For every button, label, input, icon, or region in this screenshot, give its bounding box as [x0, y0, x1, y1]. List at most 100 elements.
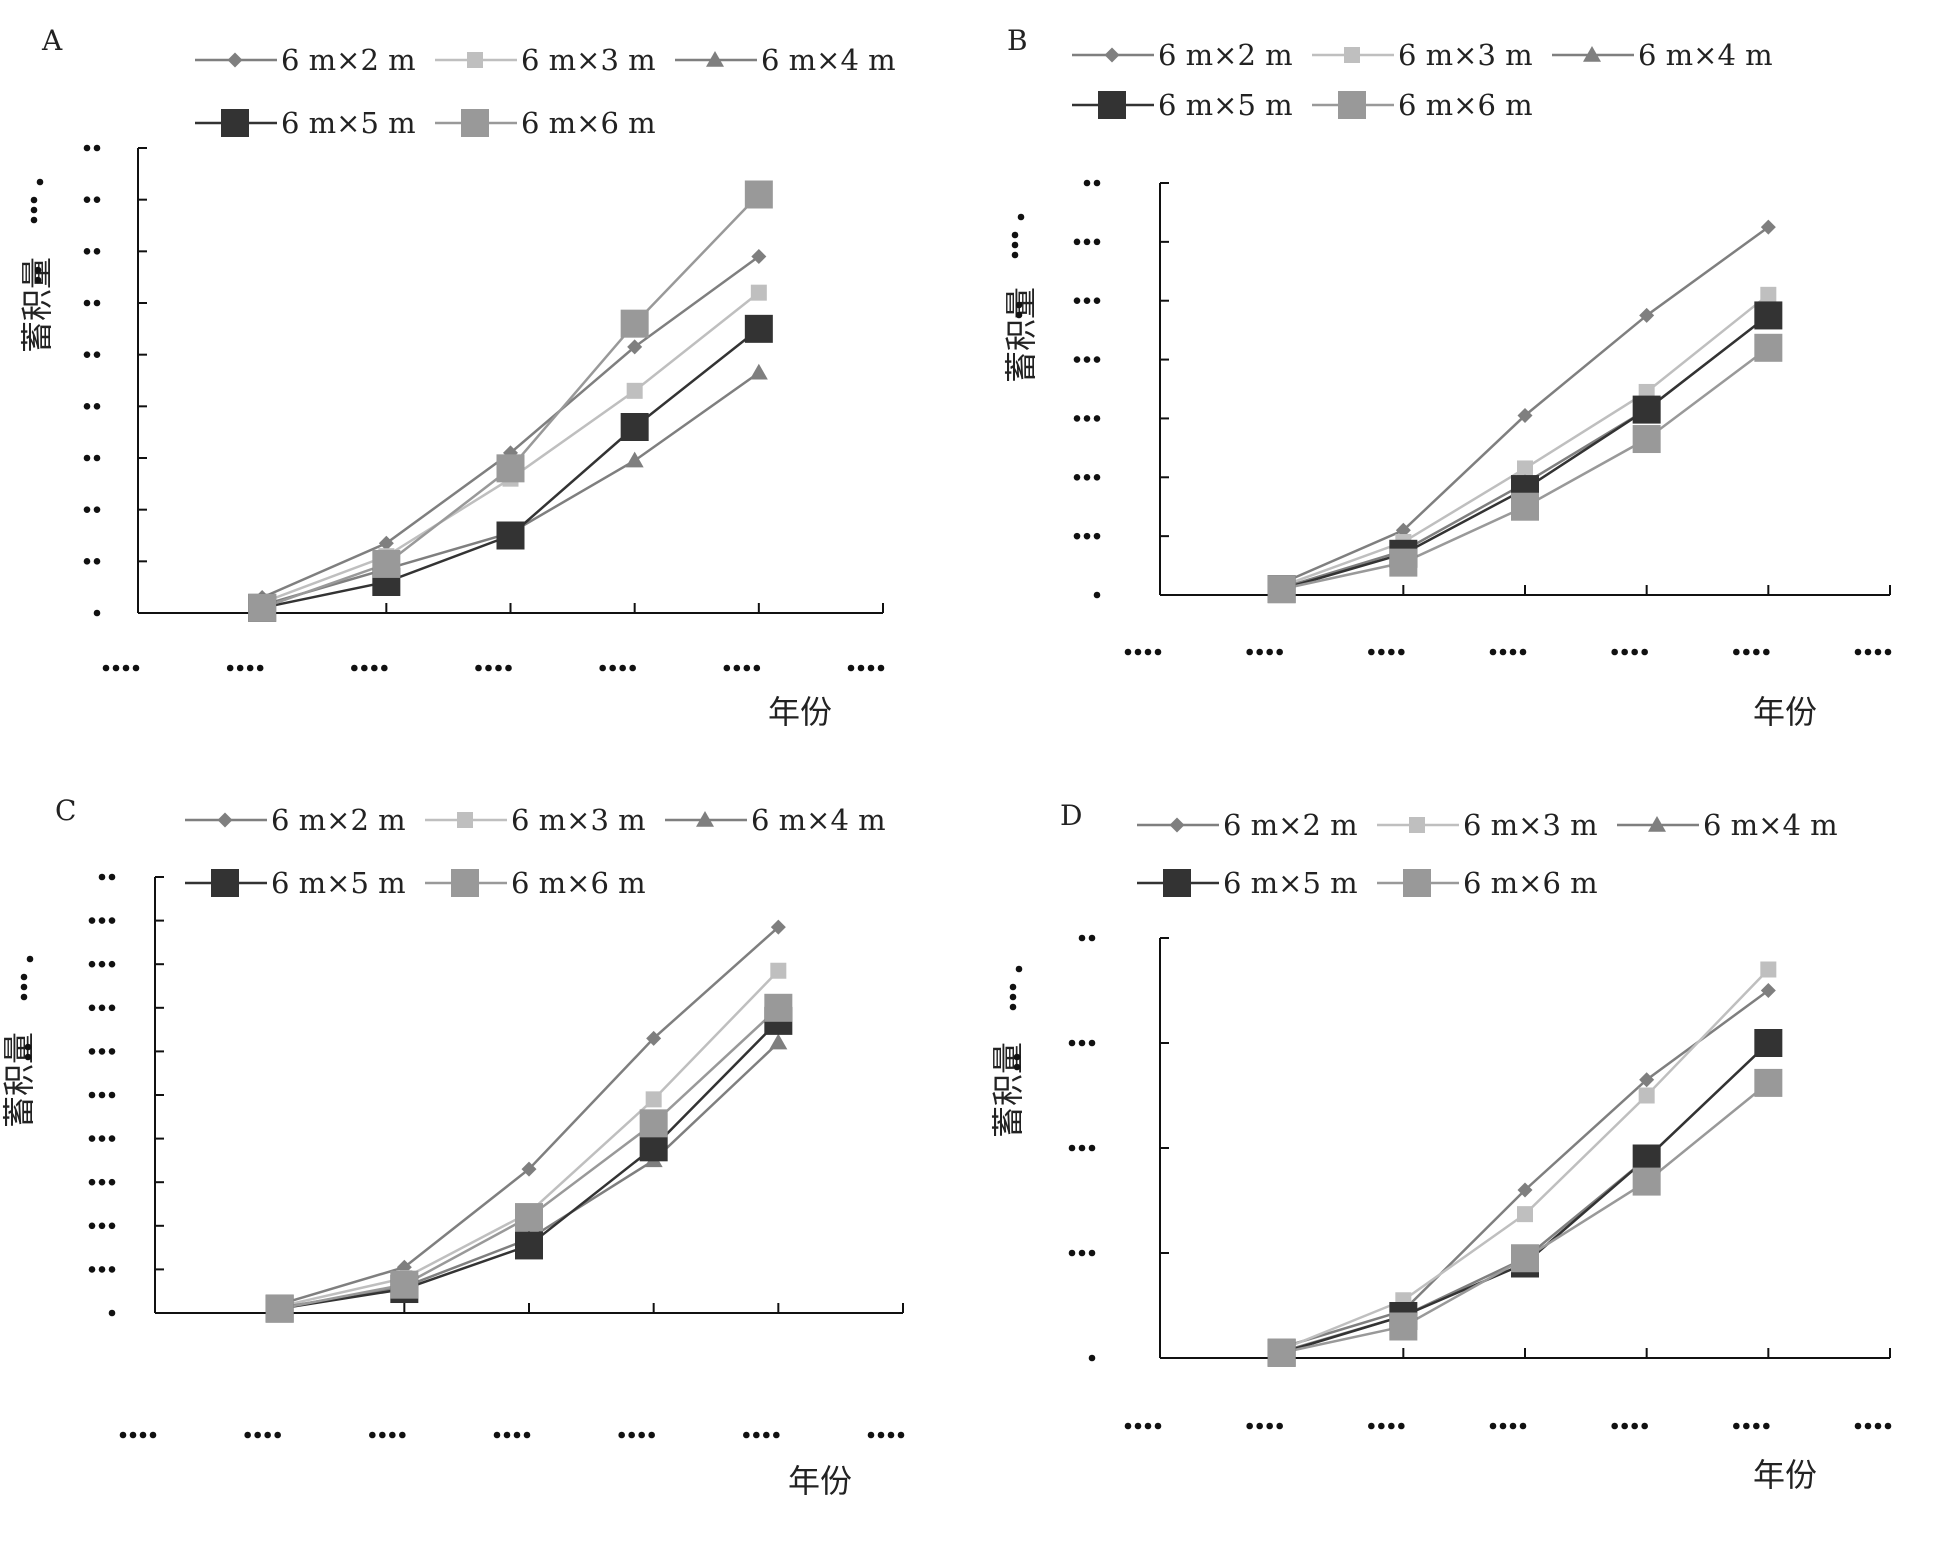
y-tick-label	[88, 1048, 116, 1055]
data-point	[769, 1033, 788, 1050]
y-axis-title: 蓄积量	[1002, 287, 1040, 383]
legend-label: 6 m×5 m	[1158, 88, 1293, 122]
x-tick-label	[723, 664, 761, 672]
x-tick-label	[847, 664, 885, 672]
legend-marker	[1403, 869, 1431, 897]
data-point	[749, 363, 768, 380]
data-point	[744, 180, 773, 209]
panel-letter: B	[1007, 24, 1028, 57]
legend: 6 m×2 m 6 m×3 m 6 m×4 m 6 m×5 m 6 m×6 m	[185, 803, 886, 900]
legend-label: 6 m×4 m	[1638, 38, 1773, 72]
y-tick-label	[88, 1091, 116, 1099]
legend-entry: 6 m×5 m	[195, 106, 416, 140]
x-tick-label	[1124, 1422, 1162, 1430]
data-point	[646, 1030, 662, 1046]
y-tick-label	[1078, 934, 1096, 942]
legend-entry: 6 m×2 m	[1072, 38, 1293, 72]
series-markers-4	[1267, 333, 1783, 604]
y-tick-label	[83, 506, 101, 513]
legend-marker	[1583, 46, 1601, 62]
y-tick-label	[1068, 1249, 1096, 1257]
panel-c: C 6 m×2 m 6 m×3 m 6 m×4 m 6 m×5 m 6 m×6 m 蓄积量年…	[0, 775, 977, 1550]
x-tick-label	[119, 1431, 157, 1439]
legend-marker	[1169, 817, 1185, 833]
legend-label: 6 m×6 m	[1398, 88, 1533, 122]
unit-dots	[20, 973, 28, 1001]
x-tick-label	[1854, 1422, 1892, 1430]
legend-label: 6 m×3 m	[511, 803, 646, 837]
data-point	[620, 309, 649, 338]
axes	[1068, 934, 1892, 1430]
y-tick-label	[1083, 179, 1101, 187]
legend-label: 6 m×4 m	[751, 803, 886, 837]
data-point	[248, 593, 277, 622]
y-tick-label	[88, 917, 116, 924]
y-tick-label	[83, 351, 101, 358]
legend-label: 6 m×6 m	[511, 866, 646, 900]
legend-label: 6 m×6 m	[1463, 866, 1598, 900]
panel-b: B 6 m×2 m 6 m×3 m 6 m×4 m 6 m×5 m 6 m×6 m 蓄积量年…	[977, 0, 1954, 775]
legend-marker	[1338, 91, 1366, 119]
data-point	[1760, 219, 1776, 235]
x-tick-label	[599, 664, 636, 672]
unit-dots	[1009, 983, 1017, 1011]
data-point	[372, 549, 401, 578]
panel-d: D 6 m×2 m 6 m×3 m 6 m×4 m 6 m×5 m 6 m×6 m 蓄积量年…	[977, 775, 1954, 1550]
data-point	[639, 1133, 668, 1162]
x-tick-label	[1489, 1422, 1527, 1430]
data-point	[1267, 575, 1296, 604]
legend-entry: 6 m×2 m	[185, 803, 406, 837]
x-tick-label	[743, 1431, 780, 1439]
data-point	[625, 451, 644, 468]
x-tick-label	[226, 664, 264, 672]
legend-label: 6 m×3 m	[521, 43, 656, 77]
legend-label: 6 m×4 m	[1703, 808, 1838, 842]
data-point	[1511, 492, 1539, 521]
unit-dots	[34, 266, 42, 284]
legend-marker	[1344, 47, 1360, 63]
y-axis-unit	[1009, 965, 1023, 1071]
unit-dots	[1011, 231, 1019, 259]
legend-entry: 6 m×3 m	[425, 803, 646, 837]
data-point	[751, 249, 767, 264]
legend: 6 m×2 m 6 m×3 m 6 m×4 m 6 m×5 m 6 m×6 m	[1072, 38, 1773, 122]
legend-marker	[1098, 91, 1126, 119]
x-tick-label	[618, 1431, 655, 1439]
x-tick-label	[1733, 1422, 1770, 1430]
x-tick-label	[1246, 648, 1283, 656]
y-tick-label	[83, 248, 101, 255]
legend-marker	[1648, 816, 1666, 832]
legend-label: 6 m×3 m	[1398, 38, 1533, 72]
legend-marker	[221, 109, 249, 137]
x-tick-label	[244, 1431, 281, 1439]
data-point	[1632, 1167, 1661, 1196]
y-tick-label	[88, 1004, 116, 1012]
data-point	[1389, 1312, 1418, 1341]
y-tick-label	[83, 299, 101, 307]
series-2	[261, 371, 760, 607]
data-point	[626, 382, 643, 399]
x-tick-label	[1733, 648, 1770, 656]
series-markers-1	[271, 962, 787, 1315]
legend-marker	[227, 52, 243, 68]
data-point	[639, 1109, 668, 1138]
y-tick-label	[88, 960, 116, 968]
data-point	[1639, 1072, 1655, 1088]
legend-entry: 6 m×6 m	[435, 106, 656, 140]
y-axis-label: 蓄积量	[989, 1042, 1027, 1138]
series-markers-3	[1267, 1029, 1783, 1367]
data-point	[1754, 1068, 1783, 1097]
legend-entry: 6 m×6 m	[1312, 88, 1533, 122]
y-tick-label	[83, 403, 101, 410]
data-point	[265, 1294, 294, 1323]
x-tick-label	[1611, 648, 1648, 656]
data-point	[1517, 1206, 1533, 1223]
x-tick-label	[351, 664, 388, 672]
data-point	[770, 919, 786, 935]
legend-entry: 6 m×3 m	[435, 43, 656, 77]
series-line	[1281, 226, 1770, 585]
legend-marker	[211, 869, 239, 897]
series-line	[1281, 968, 1770, 1351]
data-point	[390, 1270, 419, 1299]
